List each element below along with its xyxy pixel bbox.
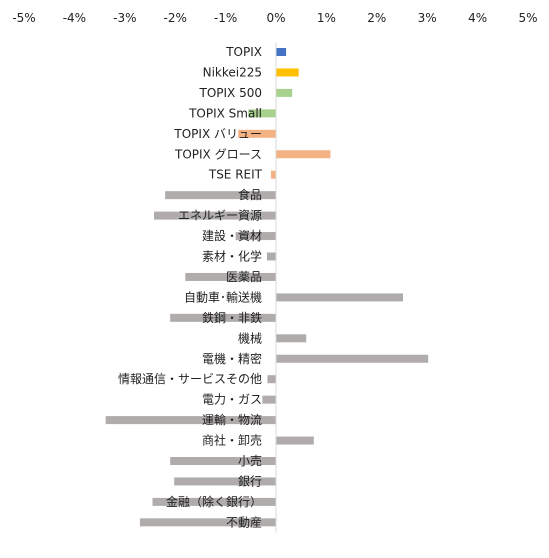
bar xyxy=(170,457,276,465)
bar xyxy=(262,395,276,404)
bar xyxy=(276,68,299,77)
category-label: 食品 xyxy=(238,187,262,202)
category-label: 機械 xyxy=(238,330,262,345)
bar xyxy=(266,252,276,261)
bar xyxy=(276,150,331,159)
x-tick-label: 2% xyxy=(367,11,386,25)
category-label: 運輸・物流 xyxy=(202,412,262,427)
bar xyxy=(174,477,276,486)
bar xyxy=(165,191,276,200)
x-tick-label: 3% xyxy=(418,11,437,25)
x-tick-label: 1% xyxy=(317,11,336,25)
bar xyxy=(276,436,314,445)
bar xyxy=(105,416,276,425)
bar xyxy=(238,129,276,138)
x-tick-label: 5% xyxy=(518,11,537,25)
bar xyxy=(154,211,276,220)
x-tick-label: -4% xyxy=(63,11,86,25)
category-label: TOPIX Small xyxy=(188,106,262,120)
category-label: TOPIX グロース xyxy=(174,147,262,161)
category-label: TOPIX xyxy=(225,45,262,59)
category-label: 建設・資材 xyxy=(202,228,262,243)
bar xyxy=(248,109,276,118)
category-label: 電機・精密 xyxy=(202,351,262,366)
bar xyxy=(139,518,276,527)
category-label: 医薬品 xyxy=(226,270,262,284)
category-label: TOPIX 500 xyxy=(199,86,263,100)
category-label: TOPIX バリュー xyxy=(173,127,262,141)
bar xyxy=(276,48,287,56)
bar xyxy=(276,334,307,343)
category-label: 金融（除く銀行） xyxy=(166,494,262,509)
x-tick-label: -2% xyxy=(164,11,187,25)
bar xyxy=(235,232,276,241)
x-tick-label: -1% xyxy=(214,11,237,25)
bar xyxy=(276,354,429,363)
bar xyxy=(270,170,276,179)
bar xyxy=(267,375,276,384)
x-tick-label: -5% xyxy=(12,11,35,25)
category-label: 鉄鋼・非鉄 xyxy=(202,310,262,325)
x-tick-label: 0% xyxy=(266,11,285,25)
bar xyxy=(276,88,293,97)
category-label: エネルギー資源 xyxy=(178,209,262,223)
category-label: Nikkei225 xyxy=(203,65,262,79)
bar xyxy=(185,272,276,281)
bar xyxy=(152,497,276,506)
category-label: 不動産 xyxy=(226,514,262,529)
bar xyxy=(170,313,276,322)
category-label: 銀行 xyxy=(238,474,262,488)
category-label: 小売 xyxy=(238,453,262,468)
category-label: 自動車･輸送機 xyxy=(184,289,262,304)
x-tick-label: -3% xyxy=(113,11,136,25)
category-label: 素材・化学 xyxy=(202,249,262,264)
x-tick-label: 4% xyxy=(468,11,487,25)
x-axis-ticks: -5% -4% -3% -2% -1% 0% 1% 2% 3% 4% 5% xyxy=(12,11,537,25)
category-label: 電力・ガス xyxy=(202,393,262,407)
category-label: 商社・卸売 xyxy=(202,433,262,448)
category-label: 情報通信・サービスその他 xyxy=(118,372,262,386)
bars xyxy=(105,48,429,527)
category-label: TSE REIT xyxy=(208,168,263,182)
bar xyxy=(276,293,404,302)
category-labels: TOPIX Nikkei225 TOPIX 500 TOPIX Small TOPIX … xyxy=(118,45,263,529)
